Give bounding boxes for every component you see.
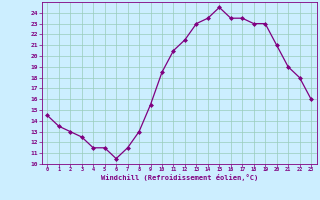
X-axis label: Windchill (Refroidissement éolien,°C): Windchill (Refroidissement éolien,°C) xyxy=(100,174,258,181)
